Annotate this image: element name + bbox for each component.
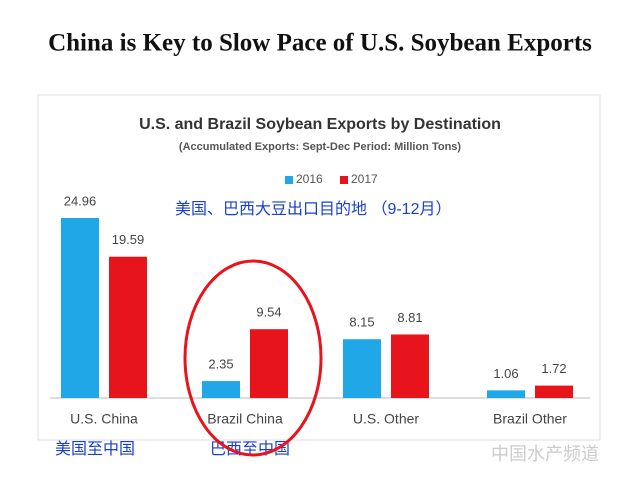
x-tick-label: Brazil Other bbox=[493, 411, 567, 427]
value-label: 2.35 bbox=[208, 356, 233, 371]
legend-swatch bbox=[340, 176, 348, 184]
bar bbox=[535, 385, 573, 398]
x-tick-label: U.S. Other bbox=[353, 411, 419, 427]
value-label: 19.59 bbox=[112, 232, 145, 247]
highlight-ellipse bbox=[183, 259, 323, 457]
annotation: 美国、巴西大豆出口目的地 （9-12月） bbox=[175, 200, 451, 218]
annotation: 美国至中国 bbox=[55, 440, 135, 458]
chart-title: U.S. and Brazil Soybean Exports by Desti… bbox=[139, 116, 501, 133]
x-tick-label: U.S. China bbox=[70, 411, 138, 427]
chart-subtitle: (Accumulated Exports: Sept-Dec Period: M… bbox=[179, 141, 461, 153]
bar bbox=[61, 218, 99, 398]
value-label: 24.96 bbox=[64, 193, 97, 208]
watermark: 中国水产频道 bbox=[491, 444, 599, 464]
legend-swatch bbox=[285, 176, 293, 184]
value-label: 9.54 bbox=[256, 305, 281, 320]
value-label: 1.06 bbox=[493, 366, 518, 381]
value-label: 1.72 bbox=[541, 361, 566, 376]
bar bbox=[250, 329, 288, 398]
bar bbox=[487, 390, 525, 398]
bar bbox=[391, 334, 429, 398]
bar bbox=[202, 381, 240, 398]
annotation: 巴西至中国 bbox=[210, 440, 290, 458]
value-label: 8.15 bbox=[349, 315, 374, 330]
slide-title: China is Key to Slow Pace of U.S. Soybea… bbox=[48, 30, 592, 57]
bar bbox=[109, 256, 147, 398]
bar bbox=[343, 339, 381, 398]
value-label: 8.81 bbox=[397, 310, 422, 325]
legend-label: 2017 bbox=[351, 172, 378, 186]
legend-label: 2016 bbox=[296, 172, 323, 186]
x-tick-label: Brazil China bbox=[207, 411, 283, 427]
